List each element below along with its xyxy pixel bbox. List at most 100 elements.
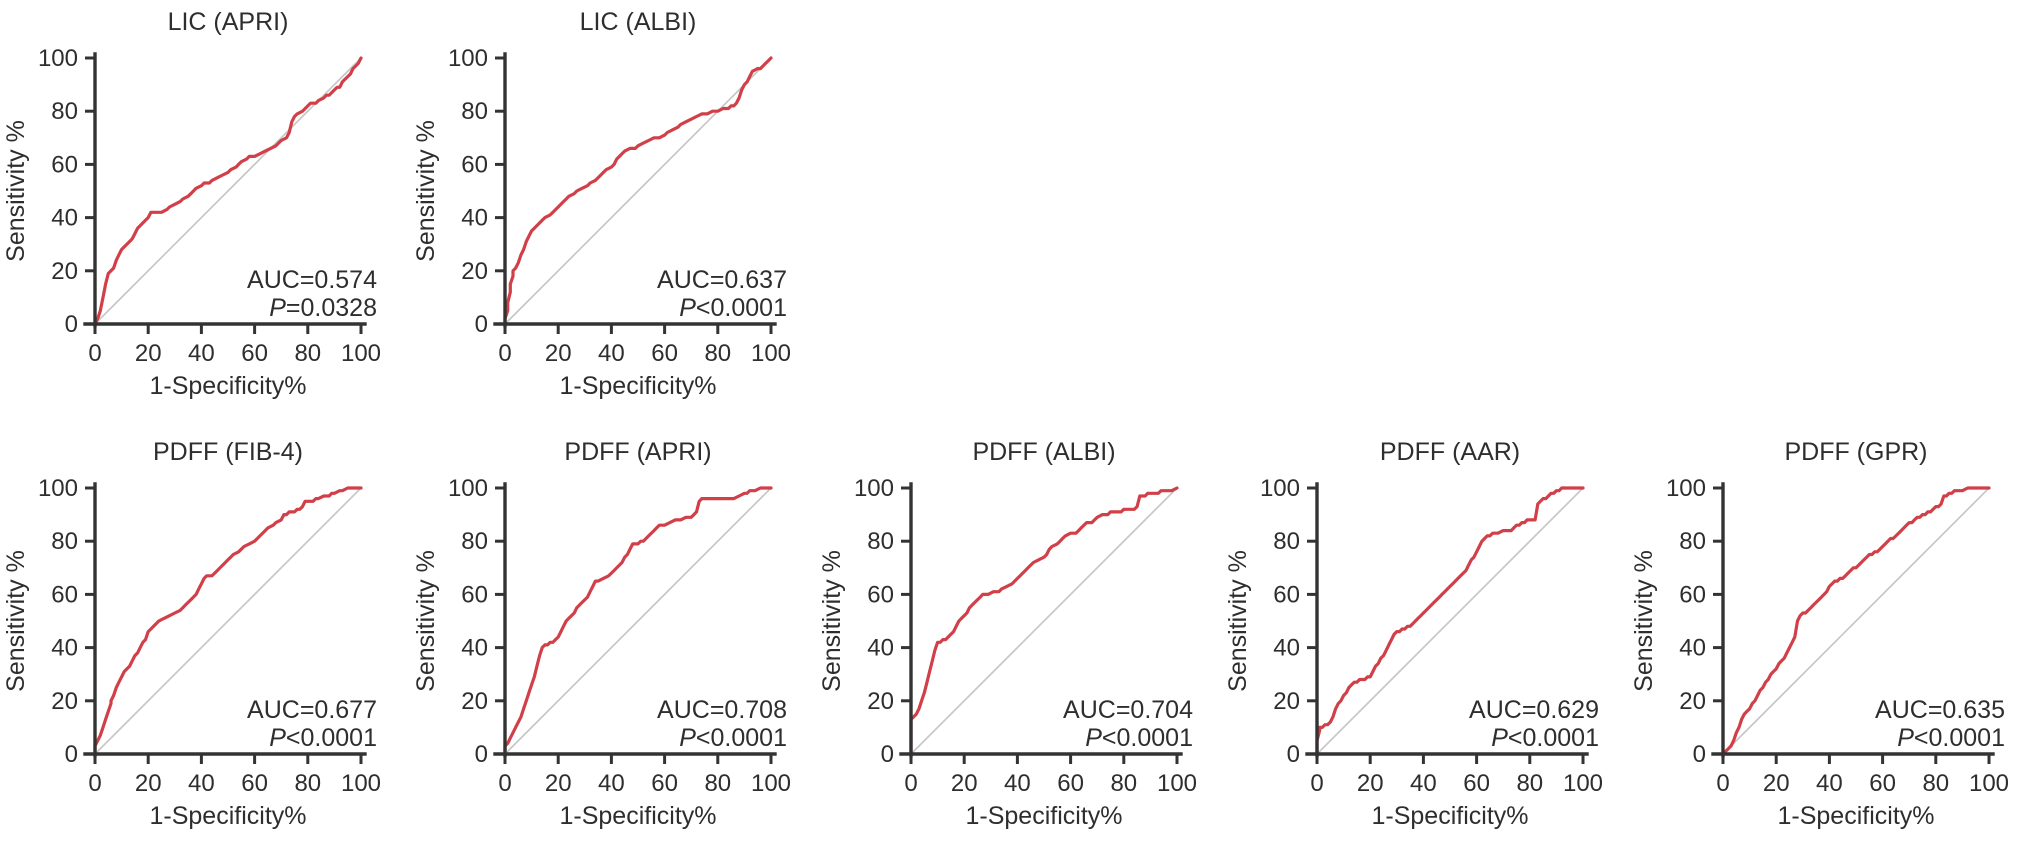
x-tick-label: 40	[188, 770, 215, 797]
p-symbol: P	[1897, 724, 1914, 752]
roc-chart-svg: 00 20 20 40 40 60 60 80 80 100 100 PDFF (AAR) 1-Spec…	[1224, 438, 1603, 830]
y-tick-label: 100	[1666, 475, 1706, 502]
x-tick-label: 40	[188, 340, 215, 367]
auc-value-label: AUC=0.704	[1063, 696, 1193, 724]
y-tick-label: 0	[1287, 741, 1300, 768]
y-tick-label: 60	[461, 581, 488, 608]
p-comparison-value: <0.0001	[696, 294, 787, 322]
panel-title: PDFF (AAR)	[1380, 438, 1520, 466]
x-tick-label: 100	[1563, 770, 1603, 797]
y-tick-label: 20	[461, 258, 488, 285]
roc-panel-pdff-gpr: 0 0 20 20 40 40 60 60 80 80 100 100 PDFF (GPR) 1-Spec…	[1628, 430, 2032, 847]
roc-panel-lic-albi: 0 0 20 20 40 40 60 60 80 80 100 100 LIC (ALBI) 1-Spec…	[410, 0, 814, 417]
chance-diagonal-line	[1316, 487, 1584, 755]
y-tick-label: 60	[1273, 581, 1300, 608]
x-tick-label: 80	[294, 770, 321, 797]
roc-curve	[1315, 486, 1585, 756]
roc-curve	[1721, 486, 1991, 756]
y-tick-label: 0	[475, 741, 488, 768]
y-axis-label: Sensitivity %	[2, 120, 30, 262]
x-tick-label: 100	[1969, 770, 2009, 797]
x-tick-label: 0	[904, 770, 917, 797]
x-tick-label: 40	[1004, 770, 1031, 797]
y-axis-label: Sensitivity %	[412, 550, 440, 692]
y-axis-label: Sensitivity %	[818, 550, 846, 692]
auc-value-label: AUC=0.637	[657, 266, 787, 294]
x-tick-label: 60	[1869, 770, 1896, 797]
y-tick-label: 20	[867, 688, 894, 715]
roc-chart-svg: 00 20 20 40 40 60 60 80 80 100 100 PDFF (FIB-4) 1-Sp…	[2, 438, 381, 830]
roc-curve	[93, 486, 363, 756]
y-tick-label: 20	[1679, 688, 1706, 715]
x-tick-label: 100	[341, 770, 381, 797]
y-tick-label: 100	[448, 45, 488, 72]
x-tick-label: 60	[1463, 770, 1490, 797]
p-comparison-value: <0.0001	[1102, 724, 1193, 752]
y-tick-label: 40	[1679, 635, 1706, 662]
x-tick-label: 80	[1516, 770, 1543, 797]
y-tick-label: 100	[854, 475, 894, 502]
y-tick-label: 40	[461, 635, 488, 662]
y-tick-label: 40	[51, 205, 78, 232]
x-tick-label: 20	[545, 340, 572, 367]
p-value-label: P<0.0001	[1491, 724, 1599, 752]
chance-diagonal-line	[910, 487, 1178, 755]
p-comparison-value: <0.0001	[286, 724, 377, 752]
y-tick-label: 0	[1693, 741, 1706, 768]
x-axis-label: 1-Specificity%	[966, 802, 1123, 830]
y-tick-label: 80	[51, 528, 78, 555]
x-tick-label: 0	[1310, 770, 1323, 797]
x-tick-label: 20	[135, 340, 162, 367]
y-tick-label: 100	[38, 45, 78, 72]
p-symbol: P	[1085, 724, 1102, 752]
roc-panel-pdff-aar: 0 0 20 20 40 40 60 60 80 80 100 100 PDFF (AAR) 1-Spec…	[1222, 430, 1626, 847]
x-tick-label: 40	[1410, 770, 1437, 797]
p-value-label: P=0.0328	[269, 294, 377, 322]
y-tick-label: 80	[867, 528, 894, 555]
x-tick-label: 60	[241, 340, 268, 367]
roc-chart-svg: 00 20 20 40 40 60 60 80 80 100 100 PDFF (ALBI) 1-Spe…	[818, 438, 1197, 830]
panel-title: PDFF (GPR)	[1784, 438, 1927, 466]
x-tick-label: 0	[498, 770, 511, 797]
p-value-label: P<0.0001	[679, 724, 787, 752]
x-tick-label: 20	[545, 770, 572, 797]
y-tick-label: 0	[65, 311, 78, 338]
x-tick-label: 40	[598, 770, 625, 797]
y-tick-label: 60	[51, 151, 78, 178]
y-tick-label: 80	[1273, 528, 1300, 555]
y-tick-label: 0	[65, 741, 78, 768]
y-tick-label: 80	[461, 98, 488, 125]
x-tick-label: 0	[498, 340, 511, 367]
y-tick-label: 40	[461, 205, 488, 232]
x-axis-label: 1-Specificity%	[150, 802, 307, 830]
panel-title: PDFF (FIB-4)	[153, 438, 303, 466]
x-axis-label: 1-Specificity%	[1372, 802, 1529, 830]
x-tick-label: 0	[88, 770, 101, 797]
y-tick-label: 100	[448, 475, 488, 502]
x-tick-label: 60	[651, 340, 678, 367]
y-tick-label: 80	[1679, 528, 1706, 555]
p-comparison-value: =0.0328	[286, 294, 377, 322]
x-axis-label: 1-Specificity%	[560, 372, 717, 400]
x-tick-label: 80	[1110, 770, 1137, 797]
chance-diagonal-line	[504, 57, 772, 325]
x-tick-label: 0	[1716, 770, 1729, 797]
panel-title: PDFF (ALBI)	[972, 438, 1115, 466]
y-axis-label: Sensitivity %	[1224, 550, 1252, 692]
x-axis-label: 1-Specificity%	[150, 372, 307, 400]
auc-value-label: AUC=0.708	[657, 696, 787, 724]
roc-chart-svg: 00 20 20 40 40 60 60 80 80 100 100 LIC (APRI) 1-Spec…	[2, 8, 381, 400]
x-tick-label: 100	[341, 340, 381, 367]
y-tick-label: 20	[51, 258, 78, 285]
x-tick-label: 40	[1816, 770, 1843, 797]
x-tick-label: 80	[704, 770, 731, 797]
p-comparison-value: <0.0001	[1914, 724, 2005, 752]
y-tick-label: 40	[867, 635, 894, 662]
x-tick-label: 100	[751, 340, 791, 367]
p-symbol: P	[1491, 724, 1508, 752]
panel-title: LIC (ALBI)	[580, 8, 697, 36]
chance-diagonal-line	[1722, 487, 1990, 755]
roc-panel-pdff-albi: 0 0 20 20 40 40 60 60 80 80 100 100 PDFF (ALBI) 1-Spe…	[816, 430, 1220, 847]
x-tick-label: 80	[704, 340, 731, 367]
x-tick-label: 0	[88, 340, 101, 367]
